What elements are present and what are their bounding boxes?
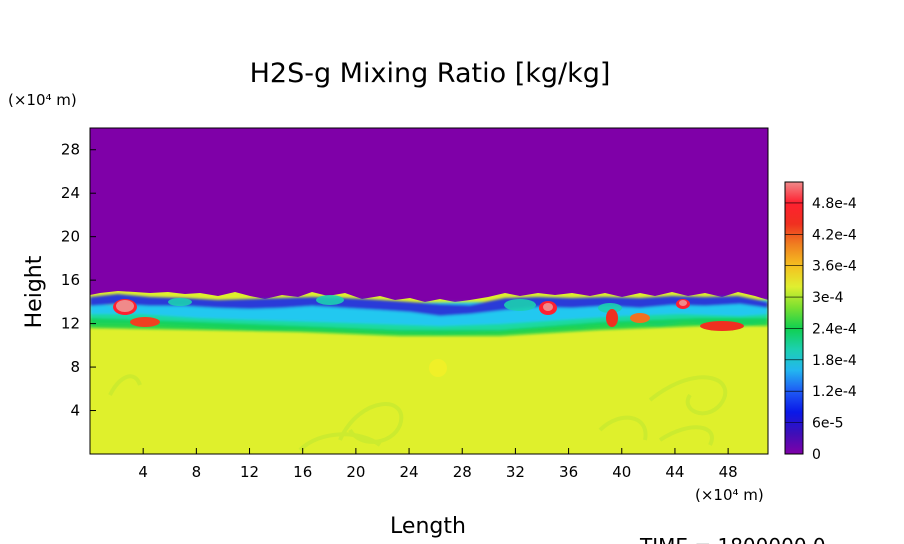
colorbar-label: 4.2e-4 [812,227,857,243]
y-tick-label: 16 [61,271,80,289]
x-tick-label: 32 [506,463,525,481]
y-unit-label: (×10⁴ m) [8,91,77,109]
x-tick-label: 20 [346,463,365,481]
x-tick-label: 36 [559,463,578,481]
upper-region [90,128,768,302]
x-tick-label: 24 [400,463,419,481]
colorbar-label: 1.2e-4 [812,384,857,400]
high-concentration-pockets [113,299,744,331]
colorbar-label: 0 [812,447,821,463]
bright-spot [429,359,447,377]
colorbar-fill [784,181,804,455]
x-tick-label: 40 [612,463,631,481]
x-tick-label: 16 [293,463,312,481]
y-axis-label: Height [22,255,47,328]
chart-title: H2S-g Mixing Ratio [kg/kg] [250,58,611,89]
y-tick-label: 28 [61,141,80,159]
colorbar-labels: 0 6e-5 1.2e-4 1.8e-4 2.4e-4 3e-4 3.6e-4 4.2e-4 4… [812,196,857,463]
x-axis: 4 8 12 16 20 24 28 32 36 40 44 48 [138,448,738,481]
x-axis-label: Length [390,514,466,539]
plot-area [90,128,768,454]
x-tick-label: 48 [719,463,738,481]
colorbar-label: 4.8e-4 [812,196,857,212]
y-tick-label: 12 [61,315,80,333]
y-axis: 4 8 12 16 20 24 28 [61,141,96,420]
x-tick-label: 28 [453,463,472,481]
colorbar-label: 3e-4 [812,290,844,306]
y-tick-label: 20 [61,228,80,246]
interface-swirls [168,295,622,313]
x-unit-label: (×10⁴ m) [695,486,764,504]
colorbar-label: 3.6e-4 [812,259,857,275]
colorbar-label: 1.8e-4 [812,353,857,369]
x-tick-label: 44 [665,463,684,481]
colorbar-label: 2.4e-4 [812,321,857,337]
x-tick-label: 12 [240,463,259,481]
y-tick-label: 8 [70,358,80,376]
x-tick-label: 4 [138,463,148,481]
y-tick-label: 4 [70,402,80,420]
colorbar: 0 6e-5 1.2e-4 1.8e-4 2.4e-4 3e-4 3.6e-4 4.2e-4 4… [784,181,857,463]
colorbar-label: 6e-5 [812,416,843,432]
colorbar-ticks [785,202,803,455]
y-tick-label: 24 [61,184,80,202]
plot-frame [89,127,769,455]
x-tick-label: 8 [192,463,202,481]
lower-region-texture [108,374,728,452]
footer-time: TIME = 1800000.0 [639,534,826,544]
